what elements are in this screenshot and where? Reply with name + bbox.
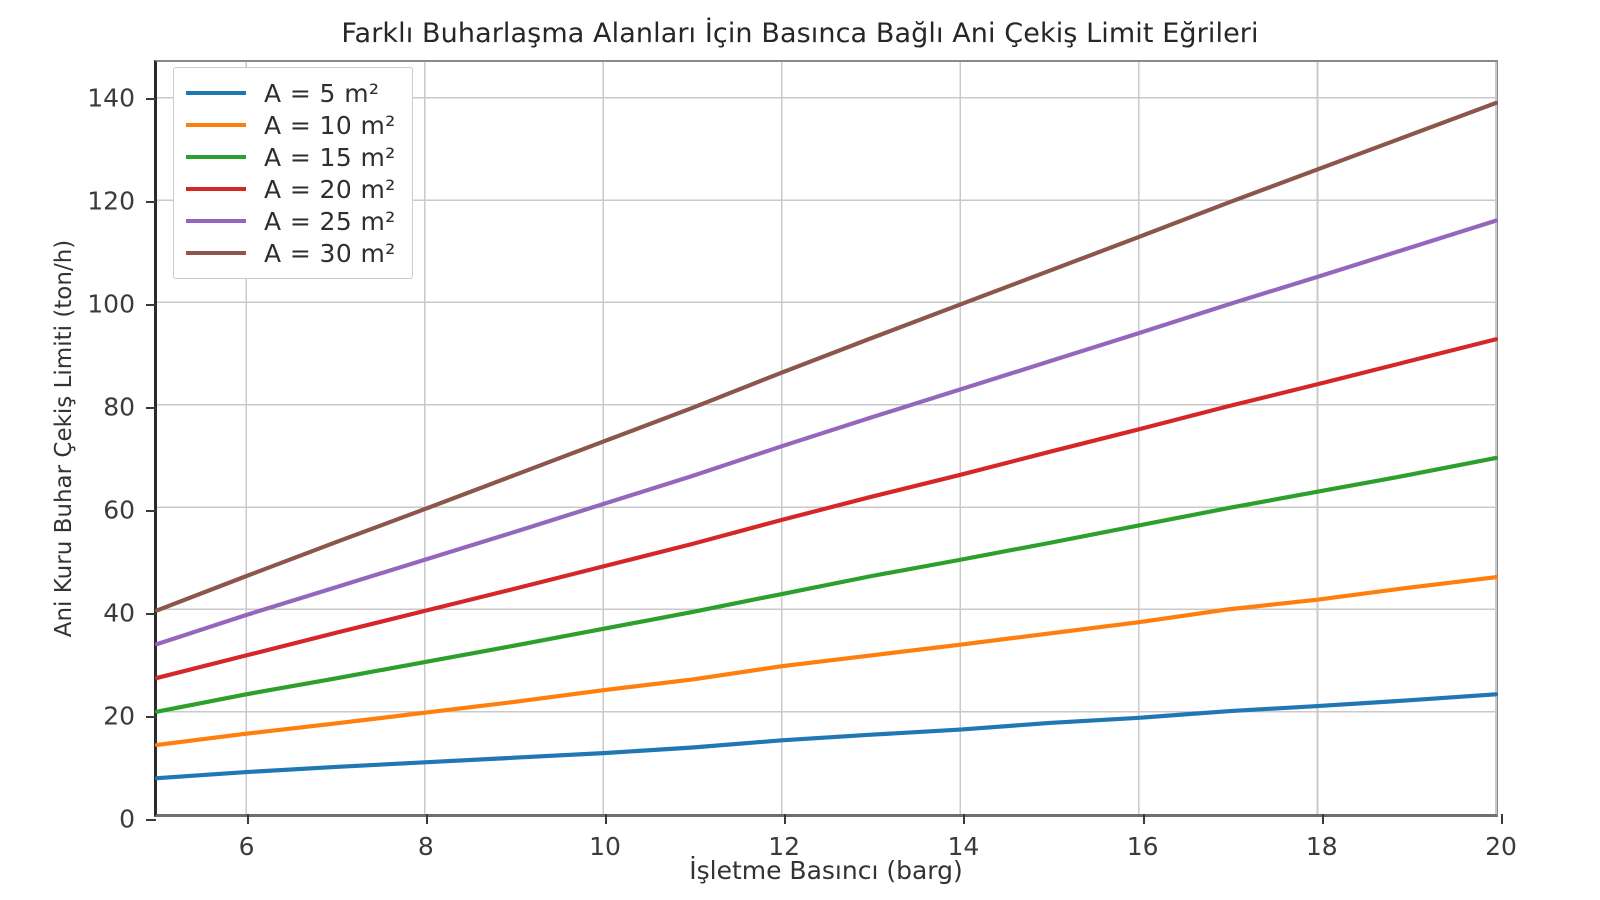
x-tick-mark [1142,814,1145,824]
y-tick-mark [146,201,156,204]
series-lines [154,100,1499,781]
x-tick-label: 14 [947,832,980,861]
x-tick-label: 10 [589,832,621,861]
chart-title: Farklı Buharlaşma Alanları İçin Basınca … [341,18,1259,49]
x-tick-label: 6 [238,832,255,861]
legend-label-3: A = 15 m² [264,142,396,172]
legend-item-3[interactable]: A = 15 m² [186,141,396,173]
y-tick-label: 60 [103,495,135,525]
y-axis-ticks: 0 20 40 60 80 100 120 140 [87,62,1496,834]
x-tick-mark [425,814,428,824]
y-tick-label: 80 [103,392,135,422]
legend-swatch-5 [186,219,246,223]
series-line-2 [154,575,1499,748]
chart-legend[interactable]: A = 5 m² A = 10 m² A = 15 m² A = 20 m² A = 2… [173,67,413,279]
y-tick-mark [146,510,156,513]
y-tick-mark [146,98,156,101]
legend-swatch-1 [186,91,246,95]
x-tick-mark [246,814,249,824]
x-tick-label: 12 [768,832,801,861]
legend-label-6: A = 30 m² [264,238,396,268]
legend-item-5[interactable]: A = 25 m² [186,205,396,237]
y-tick-label: 0 [119,804,135,834]
legend-label-5: A = 25 m² [264,206,396,236]
y-tick-mark [146,716,156,718]
plot-area: 0 20 40 60 80 100 120 140 6 8 10 12 14 16 18 20 A = 5 … [87,60,1517,861]
legend-item-4[interactable]: A = 20 m² [186,173,396,205]
y-tick-mark [146,819,156,821]
gridlines [157,62,1497,814]
x-tick-label: 16 [1126,832,1159,861]
legend-swatch-6 [186,251,246,255]
x-axis-ticks: 6 8 10 12 14 16 18 20 [157,62,1517,861]
y-tick-mark [146,304,156,307]
legend-label-2: A = 10 m² [264,110,396,140]
series-line-3 [154,455,1499,714]
y-tick-mark [146,407,156,410]
legend-item-6[interactable]: A = 30 m² [186,237,396,269]
x-tick-label: 18 [1305,832,1338,861]
x-tick-mark [784,814,787,824]
y-tick-label: 140 [87,83,135,113]
x-tick-mark [1321,814,1324,824]
series-line-1 [154,692,1499,781]
x-tick-mark [963,814,966,824]
x-tick-mark [605,814,607,824]
legend-item-2[interactable]: A = 10 m² [186,109,396,141]
y-tick-mark [146,613,156,615]
legend-swatch-4 [186,187,246,191]
y-tick-label: 100 [87,289,135,319]
x-tick-label: 20 [1485,832,1517,861]
series-line-6 [154,100,1499,613]
legend-item-1[interactable]: A = 5 m² [186,77,396,109]
y-axis-label: Ani Kuru Buhar Çekiş Limiti (ton/h) [51,239,77,638]
y-tick-label: 40 [103,598,135,628]
legend-label-1: A = 5 m² [264,78,380,108]
y-tick-label: 20 [103,701,135,731]
legend-label-4: A = 20 m² [264,174,396,204]
x-tick-mark [1501,814,1503,824]
x-axis-label: İşletme Basıncı (barg) [689,856,963,885]
series-line-5 [154,218,1499,647]
legend-swatch-3 [186,155,246,159]
legend-swatch-2 [186,123,246,127]
series-line-4 [154,337,1499,681]
y-tick-label: 120 [87,186,135,216]
x-tick-label: 8 [417,832,434,861]
